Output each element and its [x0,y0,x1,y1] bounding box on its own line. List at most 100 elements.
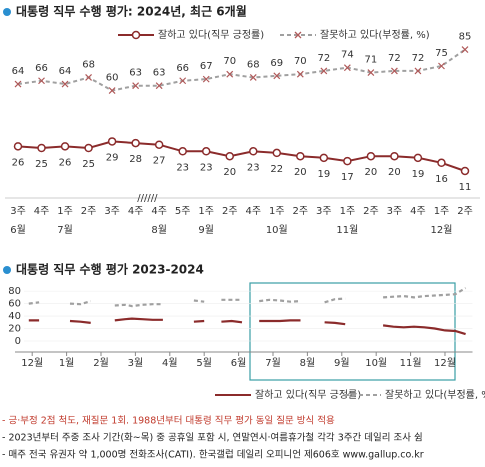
point [437,158,446,168]
point [13,142,23,151]
month-label: 8월 [151,224,167,236]
legend-label: 잘하고 있다(직무 긍정률) [255,388,361,401]
point [131,138,140,148]
data-label: 68 [247,59,260,70]
point [343,156,352,166]
point [249,74,257,81]
point [225,151,234,161]
x-tick-label: 5주 [175,206,191,217]
data-label: 66 [35,63,48,74]
data-label: 19 [317,169,330,180]
y-tick-label: 60 [8,299,21,310]
point [201,147,211,156]
x-tick-label: 4주 [410,206,426,217]
data-label: 75 [435,48,448,59]
point [320,67,328,75]
data-label: 63 [153,68,166,79]
data-label: 64 [12,66,25,77]
x-tick-label: 4주 [128,206,144,217]
data-label: 85 [459,32,472,43]
x-tick-label: 1월 [59,357,75,369]
legend-marker [131,30,141,40]
x-tick-label: 4주 [151,206,167,217]
point [413,153,423,163]
point [155,82,163,90]
x-tick-label: 4주 [245,206,261,217]
x-tick-label: 4주 [34,206,50,217]
legend-label: 잘못하고 있다(부정률, %) [385,388,485,401]
y-tick-label: 20 [8,324,21,335]
month-label: 10월 [266,224,288,236]
title-dot [3,8,11,16]
month-label: 9월 [198,224,214,236]
x-tick-label: 1주 [340,206,356,217]
point [179,77,187,85]
data-label: 69 [270,58,283,69]
point [367,69,375,76]
point [460,166,470,176]
x-tick-label: 1주 [269,206,285,217]
y-tick-label: 40 [8,311,21,322]
point [438,62,445,70]
data-label: 28 [129,154,142,165]
data-label: 17 [341,172,354,183]
x-tick-label: 7월 [265,357,281,369]
x-tick-label: 1주 [57,206,73,217]
x-tick-label: 2월 [93,357,109,369]
data-label: 23 [247,162,260,173]
data-label: 25 [35,159,48,170]
data-label: 74 [341,50,354,61]
x-tick-label: 3월 [128,357,144,369]
data-label: 68 [82,59,95,70]
point [154,140,164,149]
x-tick-label: 11월 [400,357,422,369]
point [108,87,116,95]
point [107,137,117,146]
data-label: 20 [223,167,236,178]
data-label: 11 [459,182,472,193]
data-label: 72 [388,53,401,64]
x-tick-label: 2주 [363,206,379,217]
data-label: 16 [435,174,448,185]
point [273,72,281,80]
x-tick-label: 2주 [293,206,309,217]
data-label: 66 [176,63,189,74]
data-label: 72 [317,53,330,64]
x-tick-label: 2주 [81,206,97,217]
data-label: 26 [59,157,72,168]
legend-label: 잘하고 있다(직무 긍정률) [158,28,264,41]
legend-marker [294,31,302,39]
month-label: 6월 [10,224,26,236]
point [60,142,70,151]
point [296,151,305,161]
point [85,74,93,81]
point [226,70,234,78]
point [38,77,45,85]
point [296,70,304,78]
data-label: 60 [106,73,119,84]
point [14,80,22,88]
point [84,143,93,153]
month-label: 7월 [57,224,73,236]
chart-title: 대통령 직무 수행 평가 2023-2024 [16,262,204,277]
y-tick-label: 0 [15,336,21,347]
month-label: 12월 [431,224,453,236]
point [461,46,469,54]
point [61,80,69,88]
axis-break: ////// [137,193,158,204]
footnote: - 긍·부정 2점 척도, 재질문 1회. 1988년부터 대통령 직무 평가 … [2,415,335,427]
point [249,147,258,156]
point [343,64,351,72]
x-tick-label: 10월 [365,357,387,369]
x-tick-label: 2주 [457,206,473,217]
footnote: - 2023년부터 주중 조사 기간(화~목) 중 공휴일 포함 시, 연말연시… [2,432,423,444]
x-tick-label: 9월 [334,357,350,369]
data-label: 23 [200,162,213,173]
x-tick-label: 3주 [104,206,120,217]
footnote: - 매주 전국 유권자 약 1,000명 전화조사(CATI). 한국갤럽 데일… [2,449,424,461]
point [272,148,282,158]
x-tick-label: 12월 [21,357,43,369]
data-label: 23 [176,162,189,173]
series-line [17,48,466,92]
